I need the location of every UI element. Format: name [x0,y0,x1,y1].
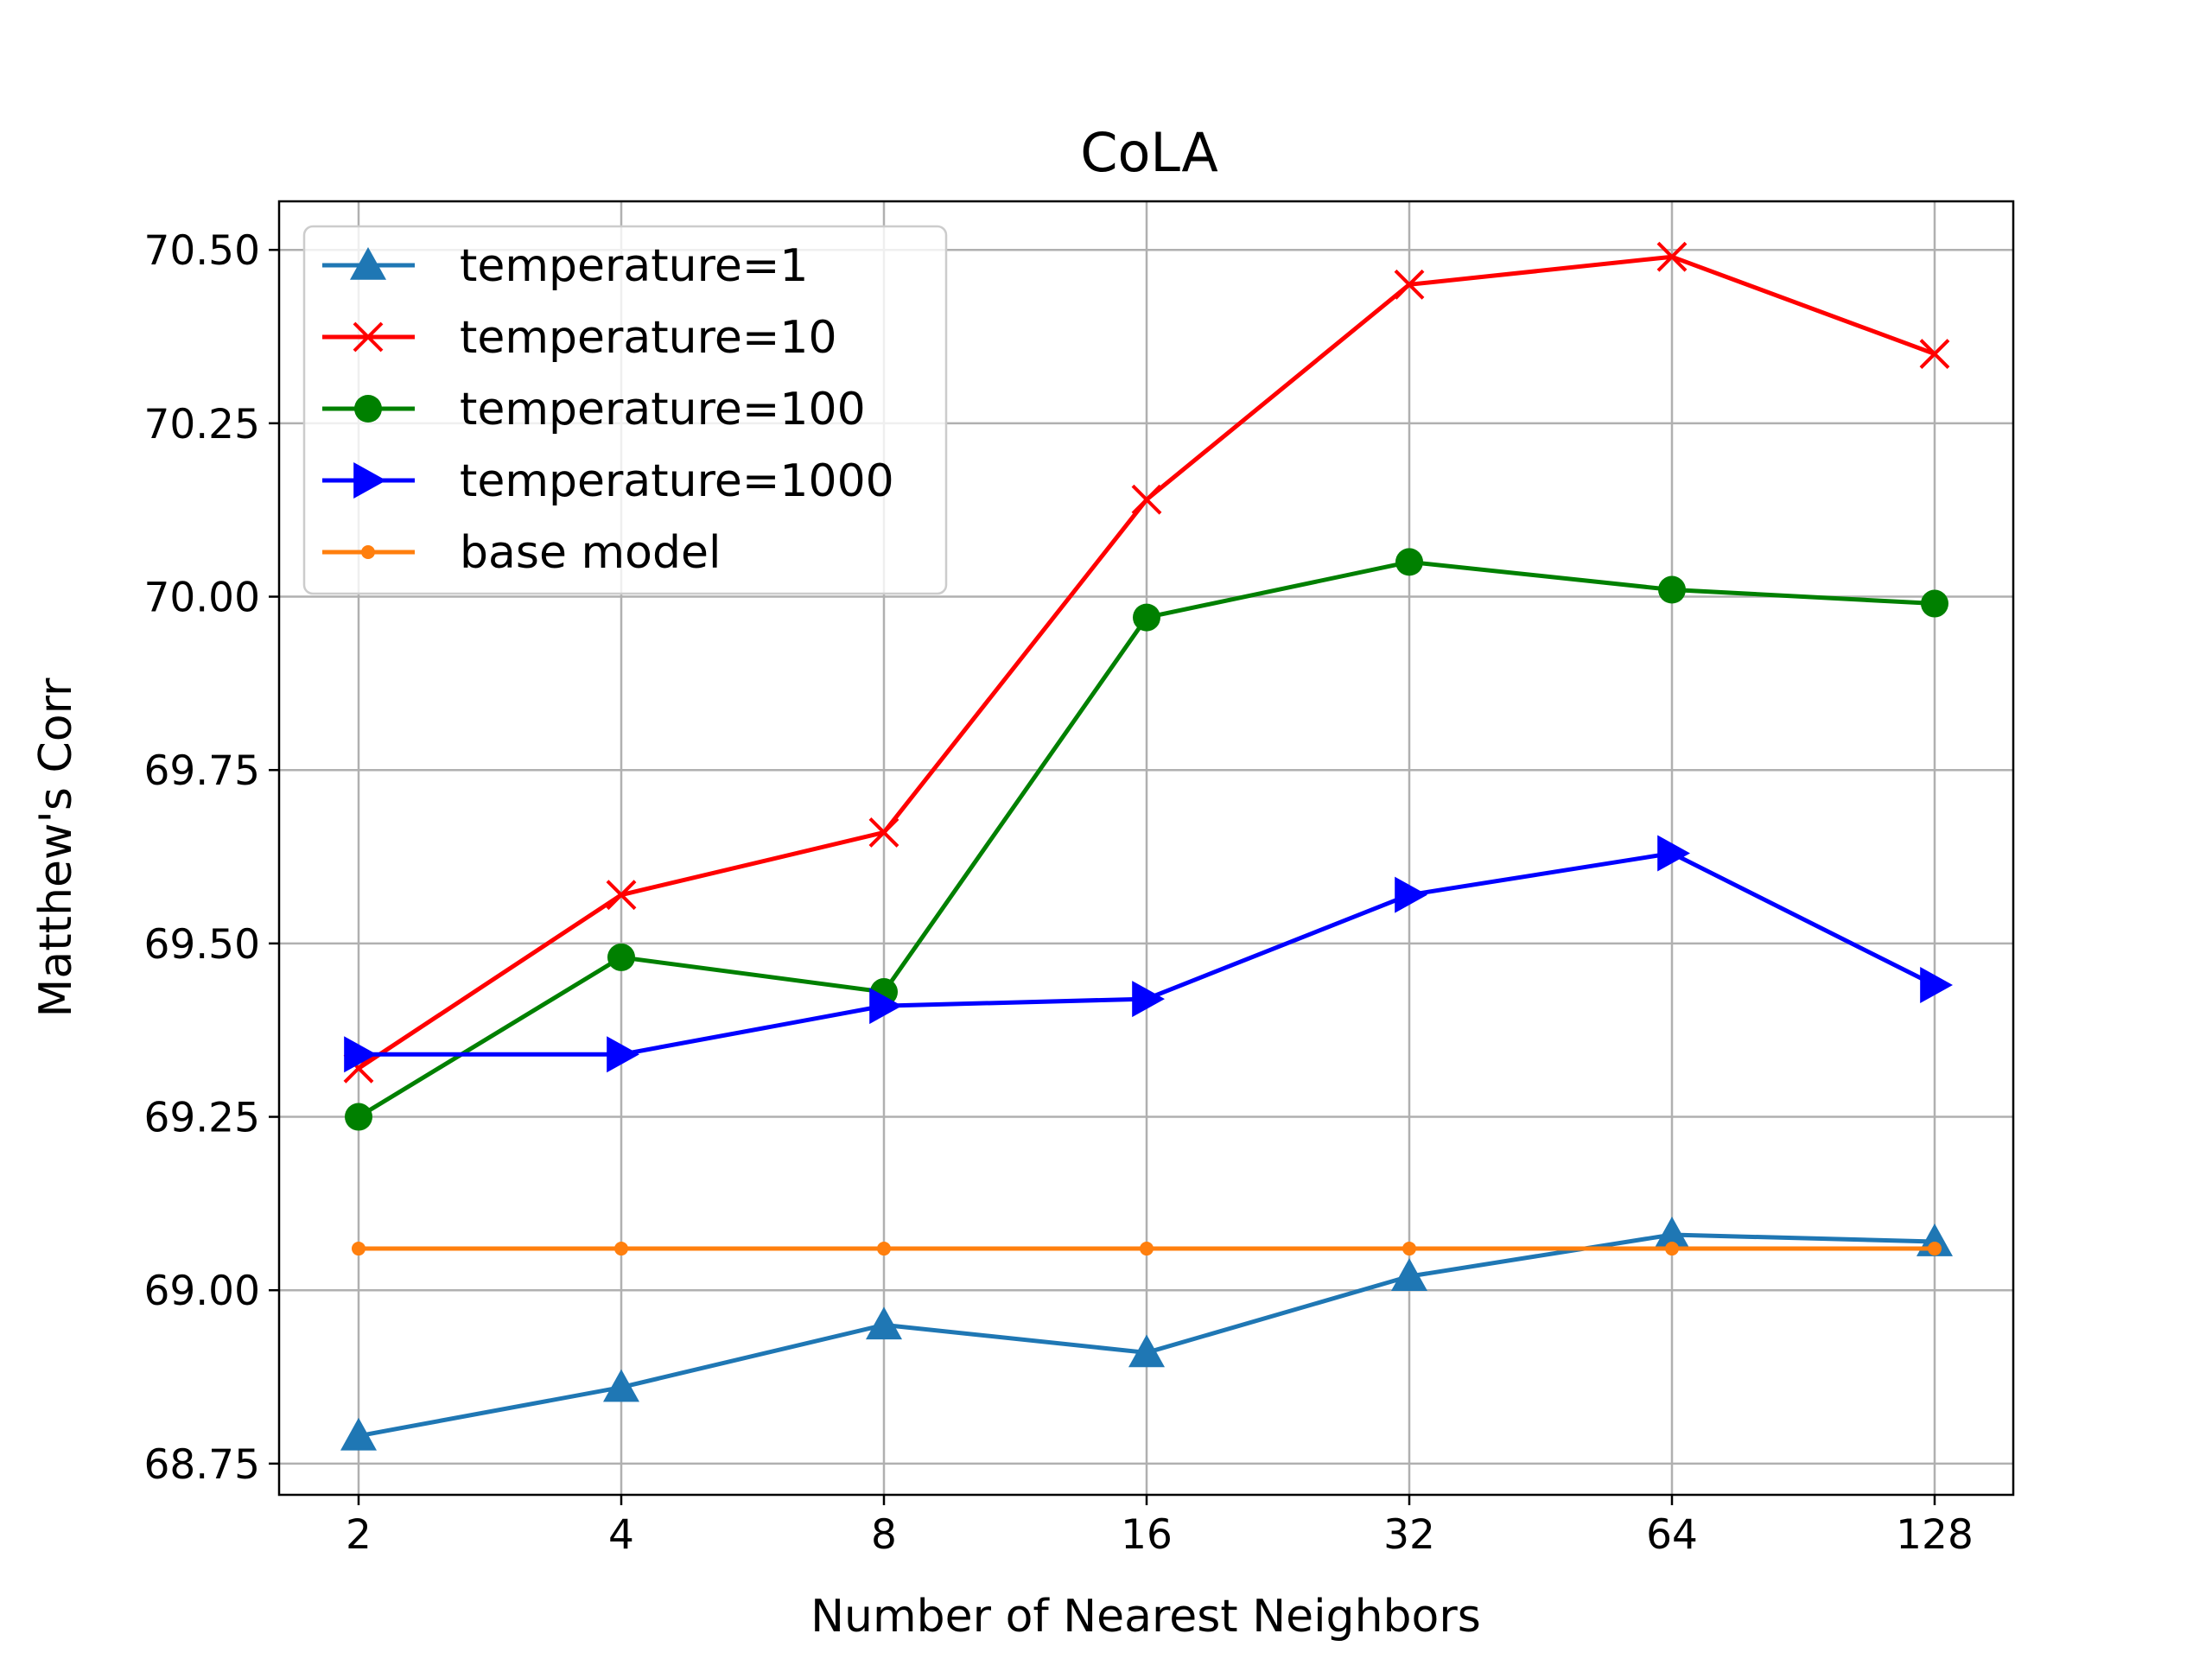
legend-label-3: temperature=1000 [460,455,894,507]
chart-title: CoLA [1080,121,1218,184]
legend-marker-3 [353,462,386,499]
data-point-0-2 [866,1306,902,1340]
series-group [340,241,1953,1451]
x-axis-label: Number of Nearest Neighbors [810,1591,1481,1643]
legend-box [302,225,948,595]
data-point-1-2 [868,817,899,848]
legend-label-1: temperature=10 [460,312,837,364]
data-point-0-4 [1391,1258,1427,1291]
y-tick-label-69.50: 69.50 [143,921,260,969]
data-point-4-6 [1928,1242,1942,1256]
y-tick-label-70.25: 70.25 [143,401,260,448]
data-point-3-1 [607,1036,639,1073]
axes: 2 4 8 16 32 64 128 68.75 69.00 69.25 69.50 69.75 70.… [143,227,1973,1559]
data-point-3-3 [1132,981,1165,1018]
data-point-2-5 [1658,575,1686,604]
data-point-2-4 [1395,548,1423,576]
data-point-4-2 [877,1242,891,1256]
y-tick-label-69.75: 69.75 [143,747,260,795]
data-point-0-5 [1654,1216,1690,1249]
data-point-3-4 [1395,876,1427,913]
legend-entry-2: temperature=100 [322,384,866,435]
legend-entry-0: temperature=1 [322,240,809,292]
y-tick-label-70.50: 70.50 [143,227,260,275]
data-point-1-5 [1656,241,1688,272]
legend-marker-0 [350,247,386,280]
data-point-0-3 [1128,1334,1165,1368]
legend-entry-4: base model [322,527,721,579]
data-point-4-3 [1140,1242,1154,1256]
y-tick-label-69.00: 69.00 [143,1268,260,1315]
data-point-4-4 [1402,1242,1416,1256]
data-point-4-1 [614,1242,628,1256]
series-3 [344,835,1953,1073]
data-point-2-3 [1133,603,1160,632]
x-tick-label-8: 8 [871,1511,897,1559]
data-point-2-0 [345,1103,372,1131]
legend-label-2: temperature=100 [460,384,866,435]
data-point-1-1 [606,880,637,911]
data-point-4-5 [1665,1242,1679,1256]
x-tick-label-16: 16 [1121,1511,1173,1559]
legend-label-4: base model [460,527,721,579]
data-point-2-6 [1921,589,1948,618]
legend-entry-3: temperature=1000 [322,455,894,507]
x-tick-label-64: 64 [1646,1511,1698,1559]
data-point-4-0 [352,1242,365,1256]
legend-label-0: temperature=1 [460,240,809,292]
data-point-3-0 [344,1036,377,1073]
data-point-1-4 [1394,269,1425,300]
x-tick-label-4: 4 [608,1511,634,1559]
data-point-3-5 [1657,835,1690,872]
x-tick-label-32: 32 [1383,1511,1435,1559]
x-tick-label-128: 128 [1896,1511,1974,1559]
x-tick-label-2: 2 [346,1511,372,1559]
legend-marker-1 [353,321,384,353]
series-0 [340,1216,1953,1451]
series-4 [352,1242,1942,1256]
data-point-1-6 [1919,339,1950,370]
data-point-1-3 [1131,484,1162,515]
data-point-0-0 [340,1417,377,1451]
legend-marker-4 [361,545,375,559]
data-point-3-2 [869,988,902,1025]
series-2 [345,548,1948,1131]
data-point-2-1 [607,943,635,971]
legend-entry-1: temperature=10 [322,312,837,364]
legend: temperature=1 temperature=10 temperature=1… [302,225,948,595]
data-point-0-1 [603,1369,639,1402]
data-point-3-6 [1920,967,1953,1004]
legend-marker-2 [354,395,382,423]
y-axis-label: Matthew's Corr [30,677,82,1017]
y-tick-label-70.00: 70.00 [143,575,260,622]
y-tick-label-69.25: 69.25 [143,1095,260,1142]
y-tick-label-68.75: 68.75 [143,1441,260,1489]
